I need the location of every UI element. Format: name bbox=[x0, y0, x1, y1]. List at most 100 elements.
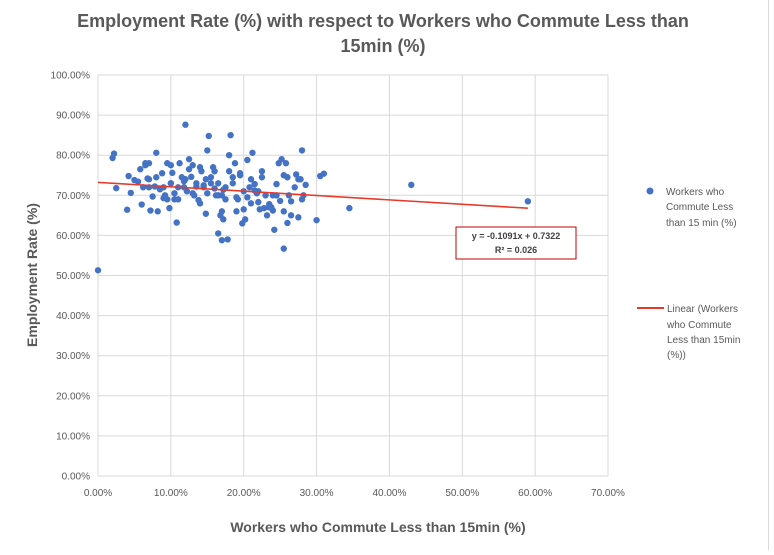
data-point bbox=[260, 204, 268, 212]
data-point bbox=[287, 198, 295, 205]
data-point bbox=[158, 170, 166, 177]
data-point bbox=[258, 174, 266, 181]
data-point bbox=[298, 196, 306, 203]
data-point bbox=[524, 198, 532, 205]
legend-label-points-line2: Commute Less bbox=[666, 202, 733, 213]
legend-label-trendline-line4: (%)) bbox=[667, 350, 686, 361]
legend-label-points-line1: Workers who bbox=[666, 187, 725, 198]
x-tick-label: 20.00% bbox=[227, 488, 261, 499]
data-point bbox=[313, 216, 320, 224]
data-point bbox=[204, 147, 211, 154]
data-point bbox=[220, 216, 227, 223]
x-tick-label: 0.00% bbox=[84, 488, 112, 499]
data-point bbox=[247, 176, 255, 183]
y-tick-label: 10.00% bbox=[56, 431, 90, 442]
y-tick-label: 50.00% bbox=[56, 271, 90, 282]
legend-label-points-line3: than 15 min (%) bbox=[666, 218, 737, 229]
data-point bbox=[153, 174, 160, 181]
data-point bbox=[218, 192, 226, 199]
equation-text: y = -0.1091x + 0.7322 bbox=[472, 231, 561, 241]
data-point bbox=[147, 207, 154, 214]
y-tick-label: 90.00% bbox=[56, 111, 90, 122]
data-point bbox=[320, 170, 328, 177]
data-point bbox=[227, 131, 234, 139]
y-tick-label: 20.00% bbox=[56, 391, 90, 402]
scatter-points bbox=[94, 121, 532, 274]
x-tick-label: 70.00% bbox=[591, 488, 625, 499]
data-point bbox=[222, 184, 229, 191]
data-point bbox=[247, 200, 255, 207]
data-point bbox=[233, 194, 240, 201]
x-tick-label: 30.00% bbox=[300, 488, 334, 499]
data-point bbox=[282, 160, 290, 167]
data-point bbox=[188, 173, 195, 181]
data-point bbox=[266, 204, 273, 211]
data-point bbox=[174, 196, 182, 203]
data-point bbox=[189, 162, 196, 169]
data-point bbox=[271, 226, 278, 233]
data-point bbox=[211, 168, 218, 175]
data-point bbox=[215, 230, 222, 237]
y-tick-label: 30.00% bbox=[56, 351, 90, 362]
data-point bbox=[246, 184, 253, 191]
data-point bbox=[202, 210, 210, 217]
data-point bbox=[154, 208, 161, 215]
x-tick-label: 60.00% bbox=[518, 488, 552, 499]
data-point bbox=[160, 184, 167, 191]
gridlines bbox=[97, 74, 609, 477]
data-point bbox=[110, 150, 118, 157]
chart-title-line1: Employment Rate (%) with respect to Work… bbox=[77, 11, 689, 31]
data-point bbox=[196, 200, 204, 207]
data-point bbox=[225, 168, 233, 175]
chart-frame-edge bbox=[768, 0, 769, 550]
data-point bbox=[231, 160, 239, 167]
data-point bbox=[166, 204, 173, 212]
data-point bbox=[244, 194, 251, 201]
data-point bbox=[94, 267, 102, 274]
x-tick-labels: 0.00% 10.00% 20.00% 30.00% 40.00% 50.00% 60.00… bbox=[84, 488, 625, 499]
data-point bbox=[137, 166, 144, 173]
x-tick-label: 40.00% bbox=[372, 488, 406, 499]
data-point bbox=[346, 204, 353, 212]
data-point bbox=[292, 171, 300, 178]
y-tick-label: 60.00% bbox=[56, 231, 90, 242]
data-point bbox=[149, 193, 156, 200]
data-point bbox=[182, 176, 189, 183]
data-point bbox=[215, 180, 222, 187]
data-point bbox=[298, 147, 306, 154]
data-point bbox=[287, 212, 295, 219]
legend: Workers who Commute Less than 15 min (%)… bbox=[637, 187, 740, 361]
data-point bbox=[113, 184, 120, 192]
x-axis-label: Workers who Commute Less than 15min (%) bbox=[230, 519, 525, 535]
data-point bbox=[193, 180, 200, 187]
data-point bbox=[167, 162, 175, 169]
y-tick-label: 80.00% bbox=[56, 151, 90, 162]
data-point bbox=[273, 180, 280, 188]
data-point bbox=[145, 176, 153, 183]
data-point bbox=[229, 180, 236, 187]
data-point bbox=[295, 214, 302, 221]
data-point bbox=[173, 219, 180, 226]
data-point bbox=[164, 196, 171, 203]
data-point bbox=[280, 208, 287, 215]
data-point bbox=[125, 172, 132, 180]
data-point bbox=[224, 236, 231, 243]
data-point bbox=[167, 180, 175, 187]
data-point bbox=[240, 206, 247, 213]
data-point bbox=[276, 197, 284, 205]
data-point bbox=[218, 208, 226, 215]
y-tick-label: 40.00% bbox=[56, 311, 90, 322]
data-point bbox=[207, 174, 215, 181]
y-tick-labels: 0.00% 10.00% 20.00% 30.00% 40.00% 50.00% 60.00… bbox=[51, 71, 91, 483]
y-tick-label: 70.00% bbox=[56, 191, 90, 202]
r-squared-text: R² = 0.026 bbox=[495, 245, 537, 255]
data-point bbox=[171, 190, 178, 197]
x-tick-label: 10.00% bbox=[154, 488, 188, 499]
data-point bbox=[291, 184, 298, 191]
data-point bbox=[244, 156, 251, 164]
data-point bbox=[176, 160, 183, 167]
data-point bbox=[196, 164, 204, 171]
data-point bbox=[408, 181, 415, 189]
